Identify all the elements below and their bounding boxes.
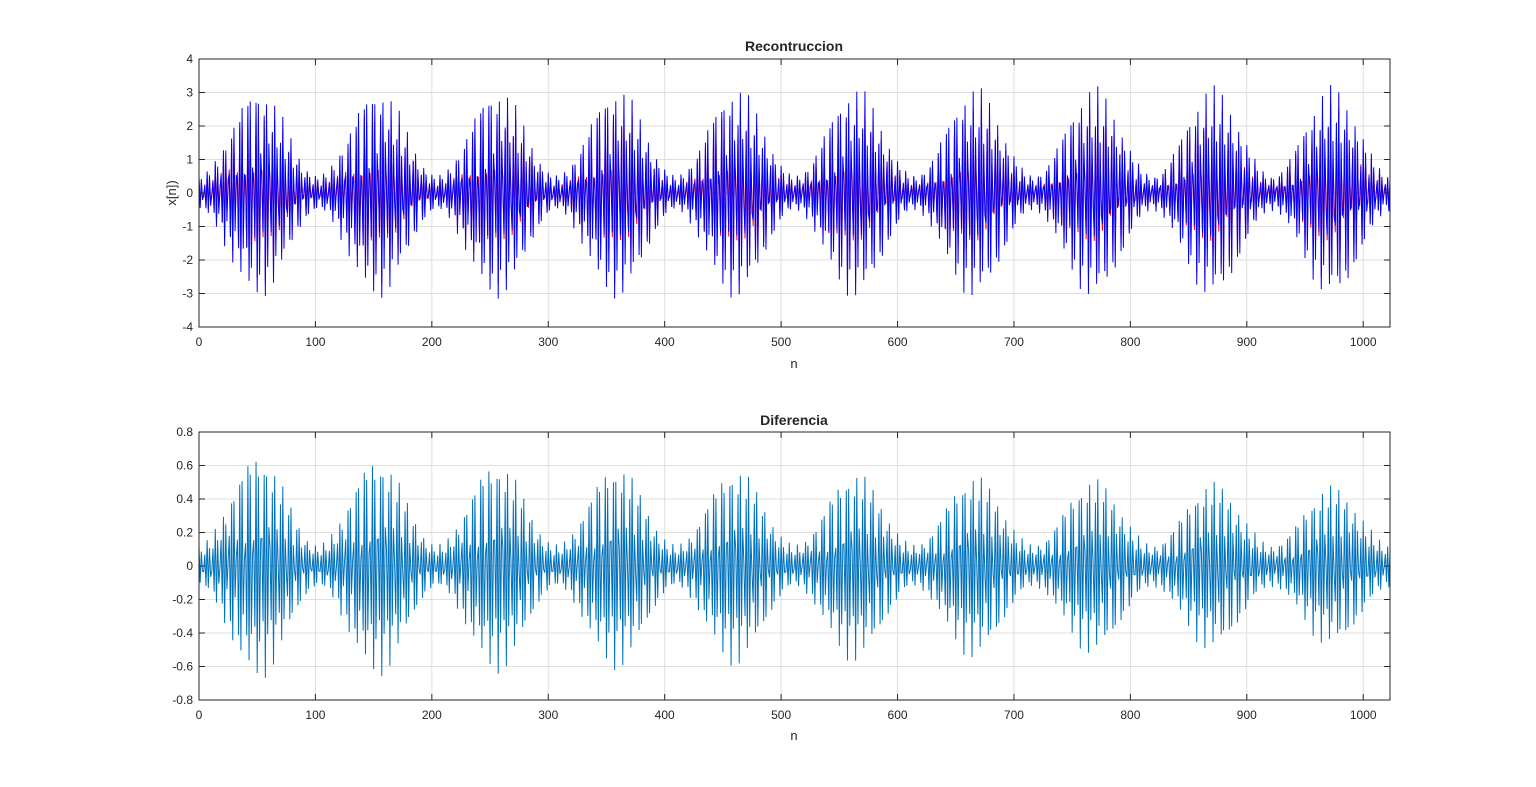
y-tick-label: -0.6 [172,660,193,674]
reconstructed-signal-line [198,85,1391,299]
y-tick-label: 0.6 [176,459,193,473]
x-tick-label: 500 [771,708,791,722]
x-tick-label: 400 [655,335,675,349]
x-tick-label: 900 [1237,335,1257,349]
y-tick-label: 0 [186,186,193,200]
difference-title: Diferencia [760,412,828,428]
x-tick-label: 900 [1237,708,1257,722]
x-tick-label: 800 [1120,335,1140,349]
x-tick-label: 300 [538,335,558,349]
y-tick-label: -0.4 [172,626,193,640]
y-tick-label: 0.8 [176,425,193,439]
difference-xlabel: n [790,728,797,743]
y-tick-label: 0 [186,559,193,573]
x-tick-label: 600 [888,708,908,722]
x-tick-label: 100 [305,708,325,722]
y-tick-label: 0.2 [176,526,193,540]
difference-axes: Diferencia n 0 100 200 300 400 500 600 700 800 90… [172,412,1391,743]
x-tick-label: 600 [888,335,908,349]
x-tick-label: 1000 [1350,335,1377,349]
y-tick-label: -0.2 [172,593,193,607]
x-tick-label: 100 [305,335,325,349]
y-tick-label: -1 [182,220,193,234]
x-tick-label: 800 [1120,708,1140,722]
x-tick-label: 700 [1004,335,1024,349]
x-tick-label: 700 [1004,708,1024,722]
y-tick-label: -2 [182,253,193,267]
x-tick-label: 0 [196,708,203,722]
y-tick-label: 4 [186,52,193,66]
y-tick-label: 0.4 [176,492,193,506]
reconstruction-ylabel: x[n]) [164,180,179,205]
y-tick-label: -3 [182,287,193,301]
x-tick-label: 0 [196,335,203,349]
y-tick-label: 3 [186,86,193,100]
y-tick-label: -4 [182,320,193,334]
reconstruction-title: Recontruccion [745,38,843,54]
reconstruction-xlabel: n [790,356,797,371]
difference-signal-line [198,461,1391,678]
x-tick-label: 200 [422,335,442,349]
x-tick-label: 500 [771,335,791,349]
x-tick-label: 400 [655,708,675,722]
x-tick-label: 200 [422,708,442,722]
reconstruction-axes: Recontruccion n x[n]) 0 100 200 300 400 500 60… [164,38,1391,371]
y-tick-label: 1 [186,153,193,167]
y-tick-label: 2 [186,119,193,133]
x-tick-label: 1000 [1350,708,1377,722]
y-tick-label: -0.8 [172,693,193,707]
x-tick-label: 300 [538,708,558,722]
